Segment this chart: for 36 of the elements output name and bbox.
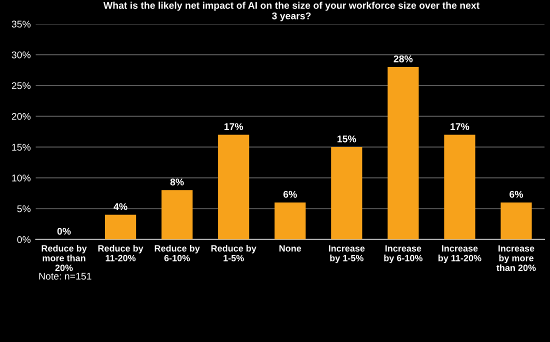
data-label: 8% xyxy=(170,178,184,186)
bar xyxy=(388,67,419,240)
x-tick-label: Increase by more than 20% xyxy=(496,245,536,272)
x-tick-label: Reduce by 11-20% xyxy=(98,244,144,262)
chart-title: What is the likely net impact of AI on the size of your workforce size over the next 3 years? xyxy=(103,2,480,22)
x-tick-label: Increase by 11-20% xyxy=(438,245,482,264)
bar xyxy=(331,147,362,240)
x-tick-label: None xyxy=(279,245,302,252)
data-label: 28% xyxy=(394,55,413,62)
y-tick-label: 25% xyxy=(12,82,31,90)
bar xyxy=(274,202,306,240)
y-tick-label: 0% xyxy=(17,236,31,244)
data-label: 15% xyxy=(338,136,356,142)
data-label: 17% xyxy=(224,123,244,130)
bar xyxy=(218,134,250,240)
data-label: 6% xyxy=(510,190,524,198)
x-tick-label: Increase by 6-10% xyxy=(384,245,423,264)
x-tick-label: Reduce by more than 20% xyxy=(42,244,87,272)
y-tick-label: 30% xyxy=(12,51,31,58)
bar xyxy=(500,202,532,240)
text: Note: n=151 xyxy=(39,272,92,280)
y-tick-label: 5% xyxy=(17,205,31,212)
data-label: 17% xyxy=(450,123,470,130)
y-tick-label: 15% xyxy=(12,144,31,151)
data-label: 4% xyxy=(114,203,128,210)
y-tick-label: 35% xyxy=(12,20,31,28)
y-tick-label: 10% xyxy=(12,174,31,182)
x-tick-label: Reduce by 6-10% xyxy=(154,244,200,262)
bar xyxy=(162,190,193,240)
data-label: 0% xyxy=(57,228,71,235)
x-tick-label: Increase by 1-5% xyxy=(328,245,365,264)
data-label: 6% xyxy=(283,190,297,198)
x-tick-label: Reduce by 1-5% xyxy=(211,244,256,262)
bar xyxy=(104,214,136,240)
y-tick-label: 20% xyxy=(12,113,31,120)
bar xyxy=(444,134,476,240)
